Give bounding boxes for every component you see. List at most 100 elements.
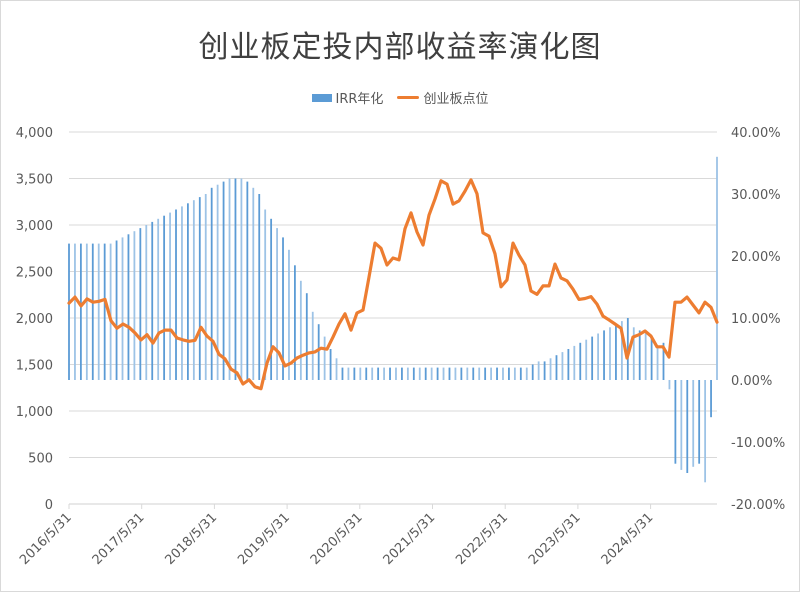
- legend-label-index: 创业板点位: [423, 92, 489, 107]
- irr-bar: [288, 249, 290, 380]
- irr-bar: [579, 342, 582, 380]
- irr-bar: [383, 367, 385, 380]
- irr-bar: [698, 380, 701, 464]
- irr-bar: [567, 349, 570, 380]
- irr-bar: [401, 367, 403, 380]
- irr-bar: [228, 178, 231, 380]
- irr-bar: [561, 352, 564, 380]
- irr-bar: [395, 367, 397, 380]
- irr-bar: [508, 367, 510, 380]
- irr-bar: [365, 367, 368, 380]
- x-axis-tick: 2018/5/31: [162, 510, 220, 568]
- irr-bar: [341, 367, 344, 380]
- irr-bar: [549, 358, 552, 380]
- irr-bar: [472, 367, 475, 380]
- irr-bar: [436, 367, 439, 380]
- irr-bar: [323, 336, 326, 380]
- irr-bar: [591, 336, 594, 380]
- irr-bar: [478, 367, 481, 380]
- irr-bar: [460, 367, 463, 380]
- irr-bar: [258, 194, 261, 380]
- x-axis-tick: 2016/5/31: [17, 510, 75, 568]
- irr-bar: [329, 349, 332, 380]
- irr-bar: [525, 367, 528, 380]
- irr-bar: [163, 215, 166, 380]
- irr-bar: [169, 212, 171, 380]
- irr-bar: [448, 367, 451, 380]
- irr-bar: [186, 203, 189, 380]
- left-axis: 4,000 3,500 3,000 2,500 2,000 1,500 1,000 500 0: [16, 126, 53, 513]
- irr-bar: [531, 364, 534, 380]
- irr-bar: [418, 367, 421, 380]
- irr-bar: [662, 342, 665, 380]
- irr-bar: [597, 333, 600, 380]
- irr-bar: [585, 339, 588, 380]
- irr-bar: [537, 361, 540, 380]
- left-axis-tick: 500: [28, 452, 53, 467]
- irr-bar: [222, 181, 225, 380]
- irr-bar: [573, 345, 576, 380]
- irr-bar: [377, 367, 380, 380]
- right-axis: 40.00% 30.00% 20.00% 10.00% 0.00% -10.00% -20.…: [731, 126, 785, 513]
- left-axis-tick: 1,000: [16, 405, 53, 420]
- irr-bar: [127, 234, 130, 380]
- irr-bar: [609, 327, 611, 380]
- x-axis-tick: 2021/5/31: [381, 510, 439, 568]
- irr-bar: [484, 367, 487, 380]
- irr-bar: [644, 333, 647, 380]
- irr-bars: [68, 156, 718, 483]
- irr-bar: [299, 280, 302, 380]
- irr-bar: [216, 184, 219, 380]
- legend-item-irr[interactable]: IRR年化: [311, 88, 384, 107]
- x-axis-tick: 2019/5/31: [235, 510, 293, 568]
- irr-bar: [91, 243, 94, 380]
- left-axis-tick: 1,500: [16, 359, 53, 374]
- irr-bar: [276, 228, 278, 380]
- irr-bar: [656, 345, 659, 380]
- legend-label-irr: IRR年化: [335, 92, 384, 107]
- irr-bar: [181, 206, 183, 380]
- chart-title: 创业板定投内部收益率演化图: [198, 30, 602, 65]
- bar-swatch-icon: [311, 93, 332, 102]
- irr-bar: [496, 367, 498, 380]
- irr-bar: [519, 367, 522, 380]
- line-swatch-icon: [397, 96, 420, 99]
- irr-bar: [555, 355, 558, 380]
- irr-bar: [353, 367, 356, 380]
- irr-bar: [282, 237, 284, 380]
- left-axis-tick: 2,000: [16, 312, 53, 327]
- irr-bar: [157, 218, 160, 380]
- irr-bar: [270, 218, 273, 380]
- irr-bar: [97, 243, 100, 380]
- x-axis-tick: 2022/5/31: [453, 510, 511, 568]
- irr-bar: [668, 380, 671, 390]
- irr-bar: [74, 243, 76, 380]
- index-line: [67, 178, 719, 391]
- irr-bar: [68, 243, 70, 380]
- irr-bar: [133, 231, 136, 380]
- x-axis-tick: 2023/5/31: [526, 510, 584, 568]
- irr-bar: [490, 367, 492, 380]
- irr-bar: [79, 243, 82, 380]
- irr-bar: [305, 293, 308, 380]
- x-axis-tick: 2017/5/31: [90, 510, 148, 568]
- irr-bar: [311, 311, 314, 380]
- irr-bar: [615, 324, 617, 380]
- irr-bar: [115, 240, 118, 380]
- irr-bar: [85, 243, 88, 380]
- irr-bar: [638, 330, 641, 380]
- right-axis-tick: 30.00%: [731, 188, 781, 203]
- irr-bar: [234, 178, 237, 380]
- left-axis-tick: 4,000: [16, 126, 53, 141]
- irr-bar: [424, 367, 427, 380]
- irr-bar: [389, 367, 391, 380]
- irr-bar: [710, 380, 712, 418]
- irr-bar: [210, 187, 213, 380]
- irr-bar: [264, 209, 267, 380]
- irr-bar: [502, 367, 504, 380]
- irr-bar: [686, 380, 689, 473]
- right-axis-tick: 20.00%: [731, 250, 781, 265]
- left-axis-tick: 2,500: [16, 266, 53, 281]
- legend-item-index[interactable]: 创业板点位: [397, 88, 488, 107]
- left-axis-tick: 3,000: [16, 219, 53, 234]
